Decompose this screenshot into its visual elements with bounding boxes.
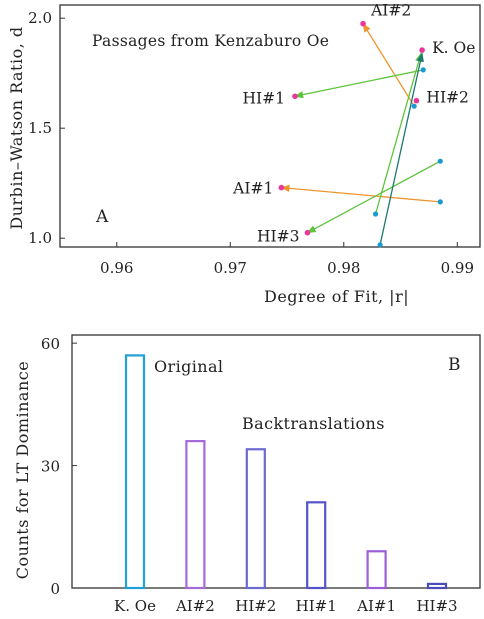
x-tick-label: AI#1	[356, 597, 396, 615]
source-point	[437, 158, 443, 164]
arrow	[379, 52, 424, 245]
arrow	[280, 184, 441, 203]
x-tick-label: 0.99	[441, 259, 474, 277]
panel-b-y-axis-label: Counts for LT Dominance	[13, 361, 32, 579]
point-label: K. Oe	[432, 39, 475, 57]
point-label: AI#1	[232, 180, 273, 198]
point	[304, 229, 311, 236]
panel-a-arrows	[280, 22, 441, 245]
source-point	[411, 103, 417, 109]
point	[292, 93, 298, 100]
x-tick-label: HI#1	[296, 597, 337, 615]
bar	[366, 550, 387, 590]
y-tick-label: 0	[50, 580, 60, 598]
panel-b-bars	[124, 354, 448, 590]
arrow	[374, 52, 423, 215]
x-tick-label: HI#2	[235, 597, 276, 615]
bar	[245, 448, 266, 590]
point	[278, 184, 285, 191]
y-tick-label: 1.5	[28, 119, 52, 137]
source-point	[420, 67, 426, 73]
bar	[426, 582, 448, 590]
panel-a-points: K. Oe AI#2 HI#2 HI#1 AI#1 HI#3	[232, 2, 475, 246]
point	[360, 20, 366, 27]
x-tick-label: 0.97	[214, 259, 247, 277]
panel-a-frame	[59, 4, 481, 248]
panel-a-source-points	[372, 67, 443, 248]
y-tick-label: 60	[41, 335, 60, 353]
panel-a: A Passages from Kenzaburo Oe 0.96 0.97 0.9…	[7, 2, 481, 306]
point-label: HI#1	[242, 89, 285, 107]
panel-a-x-axis-label: Degree of Fit, |r|	[264, 287, 409, 306]
x-tick-label: K. Oe	[114, 597, 156, 615]
x-tick-label: AI#2	[175, 597, 215, 615]
panel-b: B 0 30 60 K. Oe AI#2 HI#2 HI#1 AI#1 HI#3 Origin…	[13, 334, 481, 615]
panel-b-frame	[71, 334, 481, 589]
y-tick-label: 30	[41, 458, 60, 476]
panel-a-label: A	[95, 207, 109, 227]
annotation-backtranslations: Backtranslations	[242, 414, 385, 433]
panel-a-x-ticks: 0.96 0.97 0.98 0.99	[100, 242, 474, 277]
panel-a-y-axis-label: Durbin–Watson Ratio, d	[7, 26, 26, 229]
source-point	[372, 211, 379, 217]
bar	[185, 439, 206, 590]
panel-b-x-ticks: K. Oe AI#2 HI#2 HI#1 AI#1 HI#3	[114, 597, 458, 615]
panel-b-label: B	[448, 355, 461, 375]
point-label: AI#2	[370, 2, 411, 20]
y-tick-label: 2.0	[28, 9, 52, 27]
arrow	[294, 69, 424, 99]
panel-a-title: Passages from Kenzaburo Oe	[92, 32, 329, 50]
x-tick-label: 0.98	[327, 259, 360, 277]
source-point	[437, 199, 443, 205]
arrow	[362, 22, 415, 107]
arrow	[306, 160, 441, 234]
x-tick-label: HI#3	[416, 597, 457, 615]
bar	[124, 354, 146, 590]
point-label: HI#2	[426, 89, 469, 107]
point-label: HI#3	[257, 228, 300, 246]
annotation-original: Original	[154, 357, 223, 376]
y-tick-label: 1.0	[28, 229, 52, 247]
panel-a-y-ticks: 1.0 1.5 2.0	[28, 9, 65, 247]
point	[419, 47, 425, 53]
point	[413, 97, 420, 104]
bar	[306, 501, 327, 590]
source-point	[377, 242, 383, 248]
x-tick-label: 0.96	[100, 259, 133, 277]
panel-b-y-ticks: 0 30 60	[41, 335, 77, 598]
